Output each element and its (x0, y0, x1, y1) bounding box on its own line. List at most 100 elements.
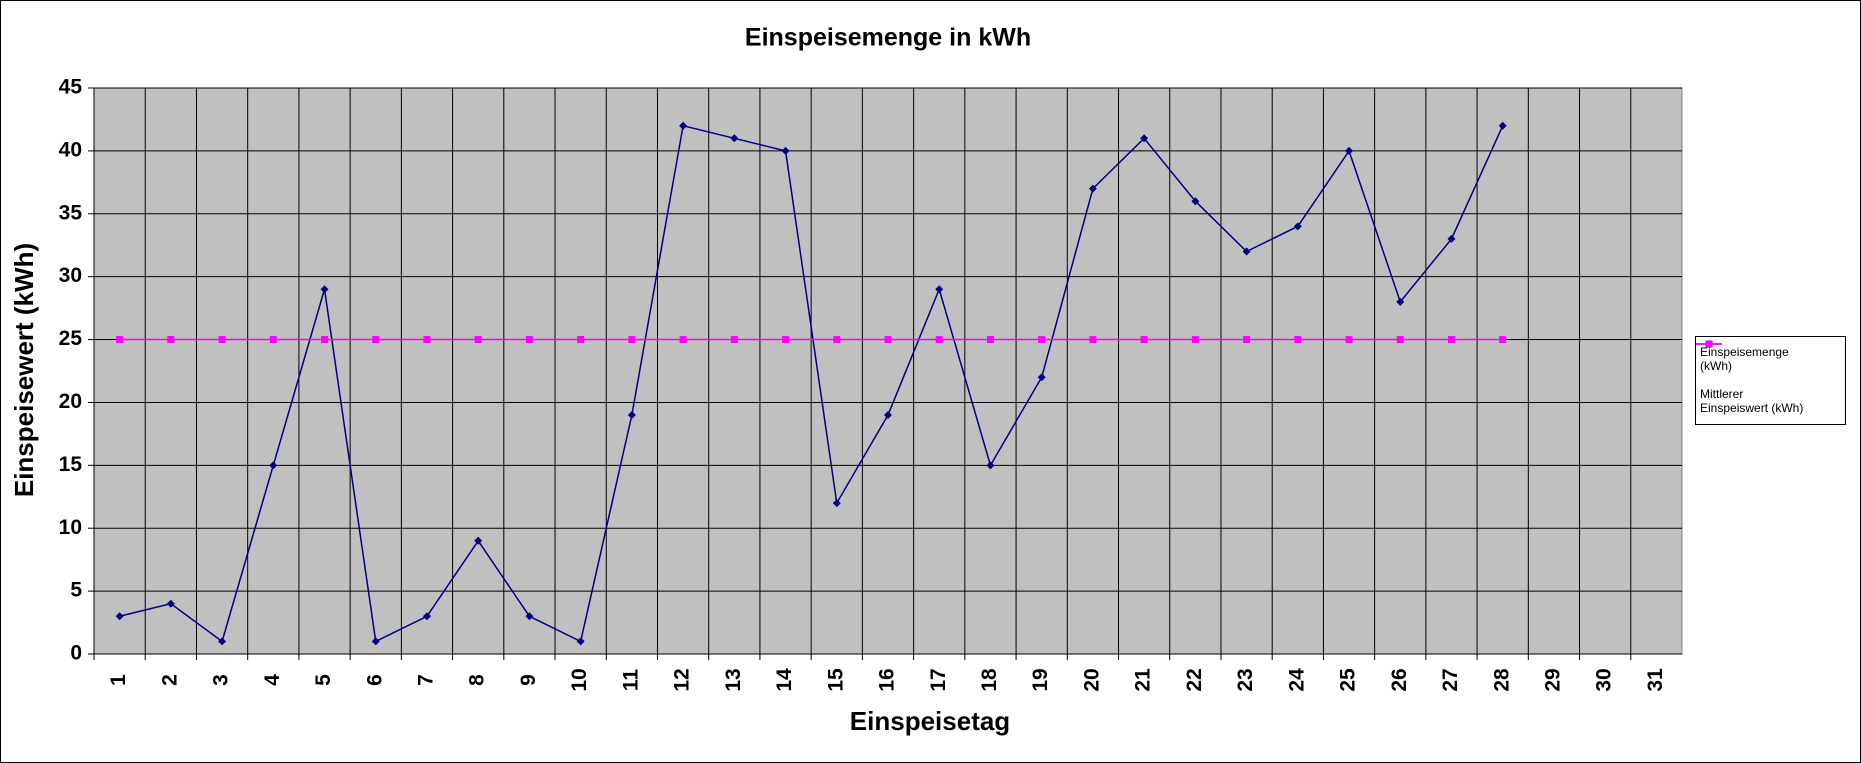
point (935, 336, 943, 344)
x-tick-label: 23 (1234, 668, 1257, 691)
chart-title: Einspeisemenge in kWh (745, 24, 1031, 52)
x-tick-label: 26 (1388, 668, 1411, 691)
point (1038, 336, 1046, 344)
point (730, 336, 738, 344)
point (1037, 373, 1046, 382)
point (1396, 297, 1405, 306)
y-tick-label: 25 (59, 327, 83, 350)
point (884, 411, 892, 420)
legend-entry: Mittlerer Einspeiswert (kWh) (1696, 340, 1841, 415)
plot-area (93, 87, 1683, 655)
x-tick-label: 2 (158, 674, 181, 686)
point (474, 536, 483, 545)
x-tick-label: 19 (1029, 668, 1052, 691)
x-tick-label: 1 (107, 674, 130, 686)
point (1294, 336, 1302, 344)
x-tick-label: 30 (1593, 668, 1616, 691)
point (628, 336, 636, 344)
point (1345, 336, 1353, 344)
x-tick-label: 25 (1337, 668, 1360, 692)
point (986, 336, 994, 344)
x-tick-label: 18 (978, 668, 1001, 692)
x-tick-label: 24 (1285, 668, 1308, 692)
point (1242, 247, 1251, 256)
y-tick-label: 0 (70, 642, 82, 665)
point (1243, 336, 1251, 344)
x-tick-label: 9 (517, 674, 540, 686)
x-tick-label: 10 (568, 668, 591, 691)
point (474, 336, 482, 344)
point (1089, 336, 1097, 344)
point (1140, 336, 1148, 344)
x-tick-label: 27 (1439, 668, 1462, 691)
y-tick-label: 10 (59, 516, 82, 539)
y-tick-label: 30 (59, 264, 82, 287)
x-tick-label: 29 (1541, 668, 1564, 691)
point (371, 637, 380, 646)
point (320, 285, 329, 294)
point (167, 336, 175, 344)
point (1140, 134, 1149, 143)
y-tick-label: 35 (59, 201, 83, 224)
point (1191, 336, 1199, 344)
point (833, 336, 841, 344)
point (166, 599, 175, 608)
x-tick-label: 14 (773, 668, 796, 692)
y-tick-label: 40 (59, 138, 82, 161)
point (679, 336, 687, 344)
series-line (119, 124, 1504, 643)
point (218, 637, 227, 646)
point (218, 336, 226, 344)
point (1396, 336, 1404, 344)
point (1499, 336, 1507, 344)
point (577, 336, 585, 344)
x-tick-label: 8 (466, 674, 489, 686)
point (884, 336, 892, 344)
x-tick-label: 28 (1490, 668, 1513, 692)
x-tick-label: 4 (261, 674, 284, 686)
x-tick-label: 13 (722, 668, 745, 691)
point (525, 336, 533, 344)
legend-marker (1705, 340, 1713, 348)
x-tick-label: 21 (1132, 668, 1155, 692)
point (627, 411, 636, 420)
x-tick-label: 5 (312, 674, 335, 686)
x-tick-label: 17 (927, 668, 950, 691)
point (1088, 184, 1097, 193)
legend-entry: Einspeisemenge (kWh) (1696, 340, 1841, 373)
x-tick-label: 12 (671, 668, 694, 691)
point (1447, 234, 1456, 243)
point (781, 146, 790, 155)
y-axis-title: Einspeisewert (kWh) (9, 243, 39, 497)
y-tick-label: 20 (59, 390, 82, 413)
x-tick-label: 31 (1644, 668, 1667, 692)
y-tick-label: 45 (59, 76, 83, 99)
x-tick-label: 6 (363, 674, 386, 686)
point (269, 461, 278, 470)
point (679, 121, 688, 130)
point (1191, 197, 1200, 206)
point (115, 612, 124, 621)
x-tick-label: 20 (1080, 668, 1103, 691)
legend: Einspeisemenge (kWh) Mittlerer Einspeiswe… (1695, 336, 1846, 425)
y-tick-label: 5 (70, 579, 82, 602)
point (1498, 121, 1507, 130)
point (525, 612, 534, 621)
point (986, 461, 995, 470)
point (1345, 146, 1354, 155)
x-tick-label: 11 (619, 669, 642, 692)
point (730, 134, 739, 143)
point (372, 336, 380, 344)
point (321, 336, 329, 344)
point (423, 336, 431, 344)
y-tick-label: 15 (59, 453, 83, 476)
legend-label: Einspeisemenge (kWh) (1700, 345, 1789, 373)
x-tick-label: 7 (415, 674, 438, 686)
point (269, 336, 277, 344)
x-tick-label: 22 (1183, 668, 1206, 691)
x-tick-label: 15 (824, 668, 847, 692)
x-tick-label: 16 (876, 668, 899, 691)
point (422, 612, 431, 621)
